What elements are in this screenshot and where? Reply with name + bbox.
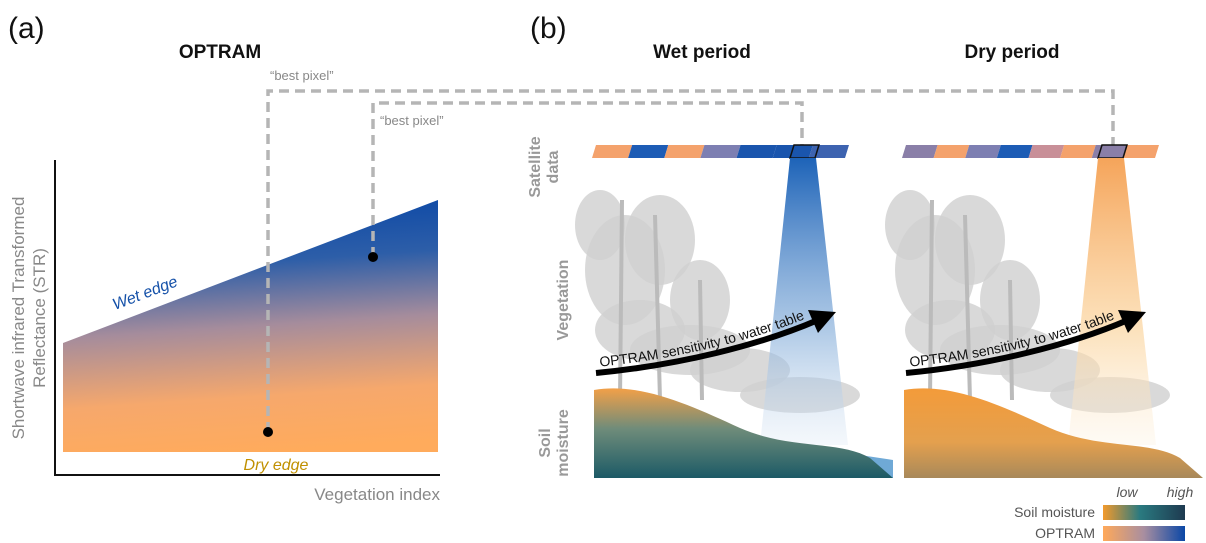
strip-segment [700,145,741,158]
strip-segment [808,145,849,158]
strip-segment [902,145,938,158]
row-label: moisture [555,409,572,477]
arrow-head [808,310,836,333]
soil-profile [904,388,1203,478]
sensor-beam [760,158,848,445]
optram-trapezoid [63,200,438,452]
strip-segment [1060,145,1096,158]
best-pixel-label: “best pixel” [380,113,444,128]
strip-segment [592,145,633,158]
soil-profile [594,388,893,478]
row-label: data [545,150,562,183]
tree-crown [575,190,625,260]
best-pixel-links [266,89,1115,432]
tree-trunk [698,279,704,401]
pixel-point [368,252,378,262]
tree-trunk [928,199,934,401]
tree-trunk [963,214,972,401]
sensitivity-arrow [905,317,1130,376]
tree-crown [935,195,1005,285]
panel-label: (b) [530,12,567,45]
panel-title: OPTRAM [179,42,261,63]
strip-segment [628,145,669,158]
y-axis-label: Reflectance (STR) [30,248,49,388]
link-line [371,101,804,257]
sensitivity-arrow [595,317,820,376]
strip-segment [1028,145,1065,158]
legend-swatch [1103,505,1185,520]
strip-segment [1123,145,1159,158]
legend-label: Soil moisture [1014,504,1095,520]
strip-segment [933,145,970,158]
strip-segment [1091,145,1128,158]
sensor-beam [1068,158,1156,445]
row-label: Soil [537,428,554,457]
tree-trunk [1008,279,1014,401]
tree-trunk [618,199,624,401]
y-axis-label: Shortwave infrared Transformed [9,197,28,440]
strip-segment [664,145,705,158]
scene-title: Dry period [964,42,1059,63]
row-label: Satellite [527,136,544,197]
panel-label: (a) [8,12,45,45]
row-label: Vegetation [555,260,572,341]
legend-label: OPTRAM [1035,525,1095,541]
dry-edge-label: Dry edge [244,457,309,474]
tree-trunk [653,214,662,401]
strip-segment [965,145,1001,158]
legend-swatch [1103,526,1185,541]
tree-crown [885,190,935,260]
arrow-head [1118,310,1146,333]
pixel-point [263,427,273,437]
strip-segment [772,145,813,158]
legend-low: low [1116,484,1138,500]
legend-high: high [1167,484,1194,500]
x-axis-label: Vegetation index [314,485,440,504]
scene-title: Wet period [653,42,751,63]
strip-segment [736,145,777,158]
strip-segment [996,145,1033,158]
tree-crown [625,195,695,285]
best-pixel-label: “best pixel” [270,68,334,83]
